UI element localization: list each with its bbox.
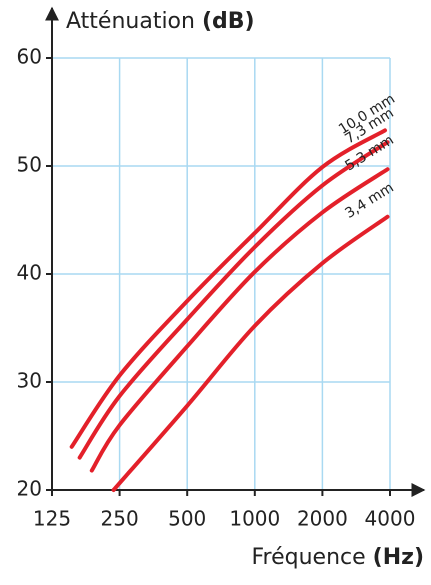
x-label: Fréquence: [252, 545, 366, 570]
line: [89, 167, 390, 473]
line: [69, 128, 387, 449]
x-tick-label: 250: [101, 507, 139, 531]
y-tick-label: 40: [17, 261, 42, 285]
x-tick-label: 4000: [365, 507, 416, 531]
y-axis-title: Atténuation (dB): [66, 9, 255, 34]
y-tick-label: 20: [17, 477, 42, 501]
line: [77, 140, 390, 460]
x-unit: (Hz): [373, 545, 424, 570]
y-label: Atténuation: [66, 9, 195, 34]
y-tick-label: 50: [17, 153, 42, 177]
line: [111, 214, 390, 492]
x-axis-title: Fréquence (Hz): [252, 545, 425, 570]
x-tick-label: 125: [33, 507, 71, 531]
x-tick-label: 2000: [297, 507, 348, 531]
y-unit: (dB): [202, 9, 255, 34]
y-tick-label: 30: [17, 369, 42, 393]
y-tick-label: 60: [17, 45, 42, 69]
x-tick-label: 500: [168, 507, 206, 531]
x-tick-label: 1000: [229, 507, 280, 531]
